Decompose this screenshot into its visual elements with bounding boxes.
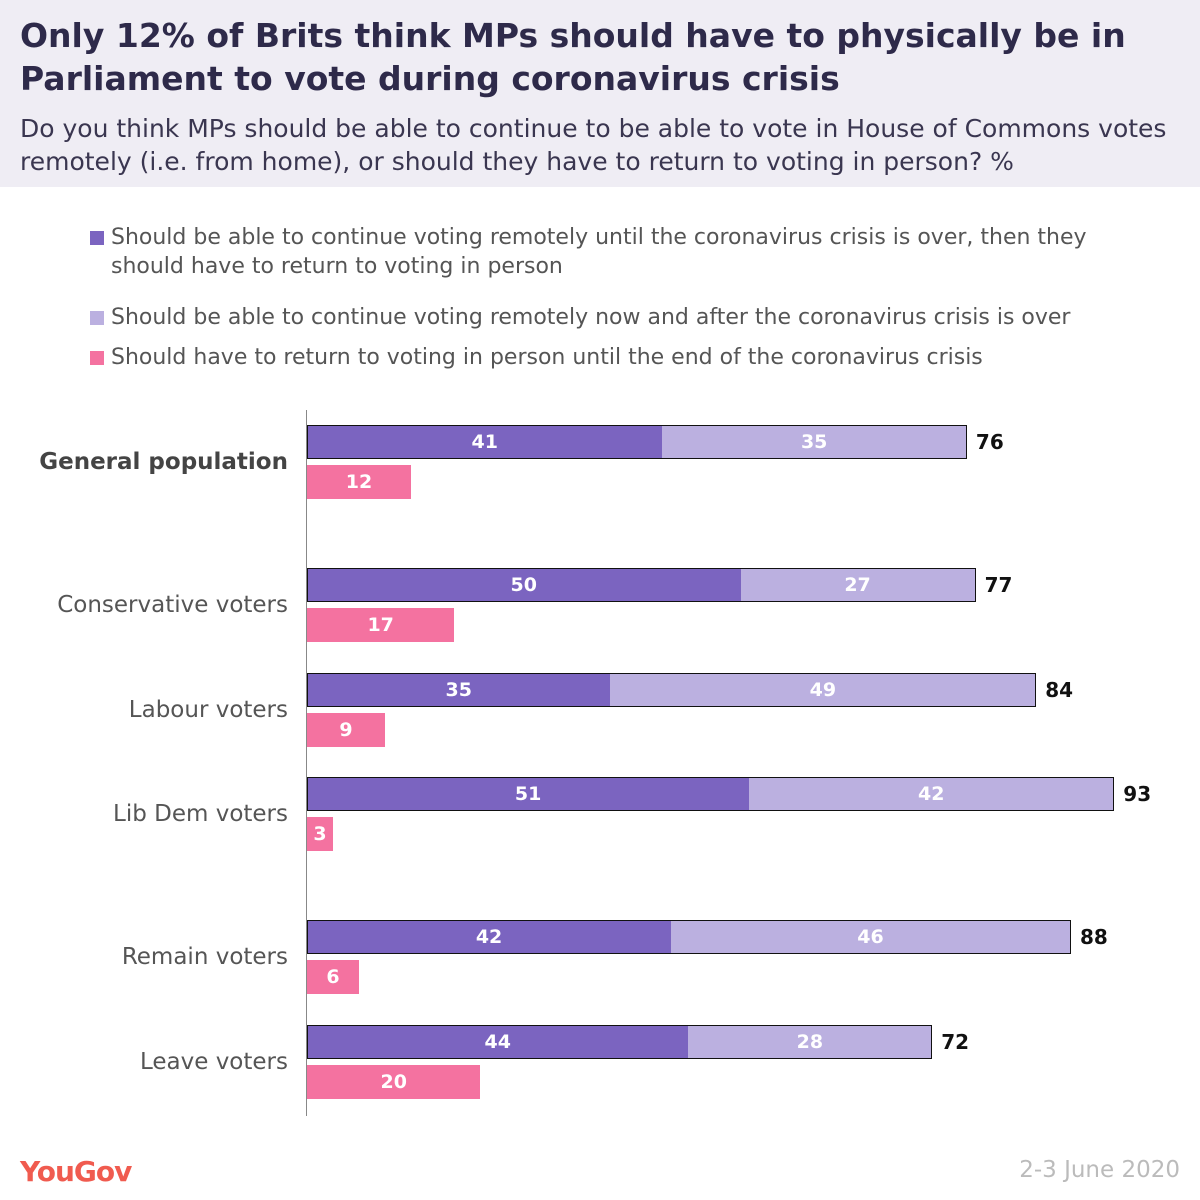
bar-remote-permanently: 49 [610, 673, 1036, 707]
stack-outline [307, 425, 967, 459]
category-label: Remain voters [121, 944, 288, 970]
bar-in-person: 3 [307, 817, 333, 851]
chart-title: Only 12% of Brits think MPs should have … [20, 16, 1126, 98]
legend-item-remote-until-over: Should be able to continue voting remote… [90, 223, 1150, 281]
bar-in-person: 9 [307, 713, 386, 747]
bar-in-person: 12 [307, 465, 412, 499]
legend-swatch [90, 351, 104, 365]
category-label: Leave voters [139, 1049, 288, 1075]
category-label: General population [39, 449, 288, 475]
bar-remote-permanently: 42 [749, 777, 1114, 811]
stack-outline [307, 920, 1071, 954]
total-label: 84 [1045, 678, 1074, 702]
y-axis-line [306, 410, 307, 1116]
bar-remote-until-over: 44 [307, 1025, 689, 1059]
legend-swatch [90, 311, 104, 325]
stack-outline [307, 568, 976, 602]
legend-item-in-person: Should have to return to voting in perso… [90, 343, 1150, 372]
legend-label: Should be able to continue voting remote… [111, 225, 1087, 279]
legend-label: Should be able to continue voting remote… [111, 305, 1071, 330]
total-label: 93 [1123, 782, 1152, 806]
total-label: 76 [975, 430, 1004, 454]
bar-in-person: 20 [307, 1065, 481, 1099]
category-label: Labour voters [128, 697, 288, 723]
bar-remote-until-over: 42 [307, 920, 672, 954]
bar-in-person: 6 [307, 960, 360, 994]
legend-swatch [90, 231, 104, 245]
total-label: 88 [1079, 925, 1108, 949]
legend-item-remote-permanently: Should be able to continue voting remote… [90, 303, 1150, 332]
survey-date: 2-3 June 2020 [1019, 1157, 1180, 1183]
bar-remote-permanently: 28 [688, 1025, 932, 1059]
bar-remote-permanently: 35 [662, 425, 966, 459]
bar-remote-permanently: 46 [671, 920, 1070, 954]
bar-remote-until-over: 50 [307, 568, 741, 602]
total-label: 72 [941, 1030, 970, 1054]
total-label: 77 [984, 573, 1013, 597]
stack-outline [307, 777, 1115, 811]
chart-subtitle: Do you think MPs should be able to conti… [20, 114, 1167, 176]
category-label: Conservative voters [57, 592, 288, 618]
header: Only 12% of Brits think MPs should have … [0, 0, 1200, 187]
yougov-logo: YouGov [20, 1155, 132, 1188]
bar-in-person: 17 [307, 608, 455, 642]
legend-label: Should have to return to voting in perso… [111, 345, 983, 370]
bar-remote-until-over: 41 [307, 425, 663, 459]
bar-remote-until-over: 51 [307, 777, 750, 811]
bar-remote-until-over: 35 [307, 673, 611, 707]
stack-outline [307, 673, 1037, 707]
stack-outline [307, 1025, 933, 1059]
category-label: Lib Dem voters [113, 801, 288, 827]
bar-remote-permanently: 27 [740, 568, 975, 602]
